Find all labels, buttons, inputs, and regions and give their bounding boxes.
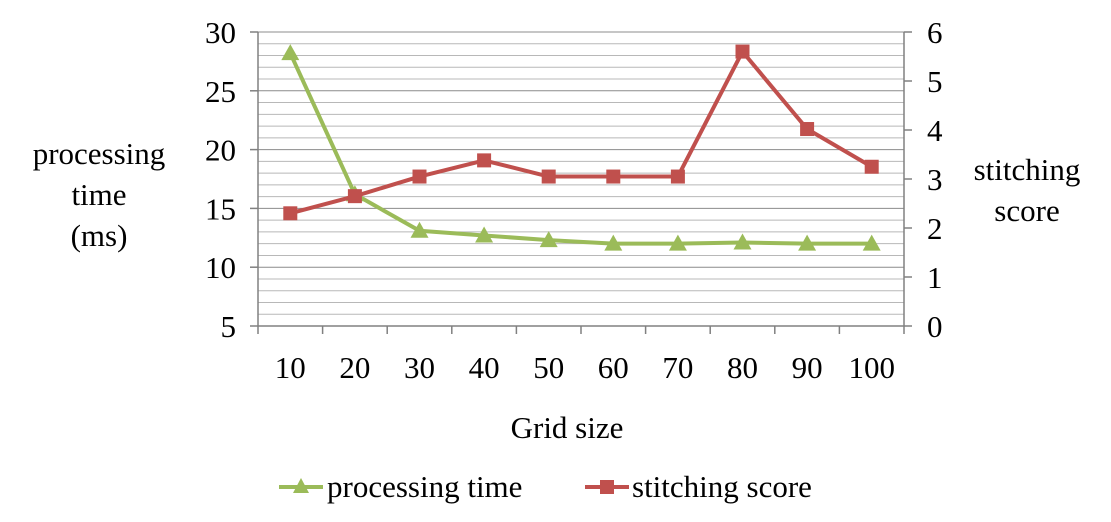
y-right-tick-label: 2: [927, 211, 943, 246]
legend-label-processing-time: processing time: [327, 469, 522, 504]
ylabel-left-line: time: [71, 177, 126, 212]
marker-processing-time: [539, 231, 558, 248]
y-left-tick-label: 25: [205, 74, 236, 109]
axes: [250, 31, 912, 334]
x-axis-ticks: 10 20 30 40 50 60 70 80 90 100: [275, 350, 895, 385]
x-axis-title: Grid size: [511, 410, 624, 445]
x-tick-label: 90: [792, 350, 823, 385]
series-line-stitching-score: [289, 49, 873, 216]
marker-processing-time: [410, 221, 429, 238]
y-right-tick-label: 5: [927, 64, 943, 99]
marker-processing-time: [604, 234, 623, 251]
marker-stitching-score: [606, 169, 621, 184]
x-tick-label: 10: [275, 350, 306, 385]
y-left-tick-label: 15: [205, 191, 236, 226]
y-right-tick-label: 0: [927, 309, 943, 344]
marker-stitching-score: [477, 153, 492, 168]
gridlines: [258, 31, 904, 327]
right-axis-ticks: 0 1 2 3 4 5 6: [927, 15, 943, 344]
y-left-tick-label: 30: [205, 15, 236, 50]
marker-processing-time: [281, 44, 300, 61]
x-tick-label: 100: [848, 350, 895, 385]
y-axis-right-title: stitching score: [974, 152, 1081, 228]
y-axis-left-title: processing time (ms): [33, 136, 166, 253]
ylabel-left-line: processing: [33, 136, 166, 171]
y-right-tick-label: 4: [927, 113, 943, 148]
x-tick-label: 60: [598, 350, 629, 385]
left-axis-ticks: 5 10 15 20 25 30: [205, 15, 236, 344]
x-tick-label: 30: [404, 350, 435, 385]
y-right-tick-label: 3: [927, 162, 943, 197]
marker-processing-time: [475, 226, 494, 243]
legend-label-stitching-score: stitching score: [632, 469, 812, 504]
marker-stitching-score: [670, 169, 685, 184]
series-group: [281, 44, 881, 251]
x-tick-label: 70: [662, 350, 693, 385]
legend: processing time stitching score: [279, 469, 812, 504]
legend-item-stitching-score: stitching score: [585, 469, 812, 504]
marker-processing-time: [733, 233, 752, 250]
y-left-tick-label: 10: [205, 250, 236, 285]
marker-stitching-score: [283, 206, 298, 221]
x-tick-label: 20: [339, 350, 370, 385]
ylabel-left-line: (ms): [71, 218, 128, 253]
legend-triangle-marker: [293, 478, 309, 493]
marker-processing-time: [862, 234, 881, 251]
y-right-tick-label: 1: [927, 260, 943, 295]
x-tick-label: 40: [469, 350, 500, 385]
y-left-tick-label: 5: [221, 309, 237, 344]
y-left-tick-label: 20: [205, 133, 236, 168]
marker-stitching-score: [541, 169, 556, 184]
marker-stitching-score: [800, 122, 815, 137]
y-right-tick-label: 6: [927, 15, 943, 50]
series-line-processing-time: [288, 52, 872, 246]
x-tick-label: 50: [533, 350, 564, 385]
ylabel-right-line: stitching: [974, 152, 1081, 187]
x-tick-label: 80: [727, 350, 758, 385]
legend-item-processing-time: processing time: [279, 469, 522, 504]
marker-stitching-score: [347, 189, 362, 204]
legend-square-marker: [600, 480, 614, 494]
marker-stitching-score: [735, 44, 750, 59]
marker-stitching-score: [412, 169, 427, 184]
marker-stitching-score: [864, 159, 879, 174]
ylabel-right-line: score: [994, 193, 1059, 228]
marker-processing-time: [798, 234, 817, 251]
marker-processing-time: [668, 234, 687, 251]
